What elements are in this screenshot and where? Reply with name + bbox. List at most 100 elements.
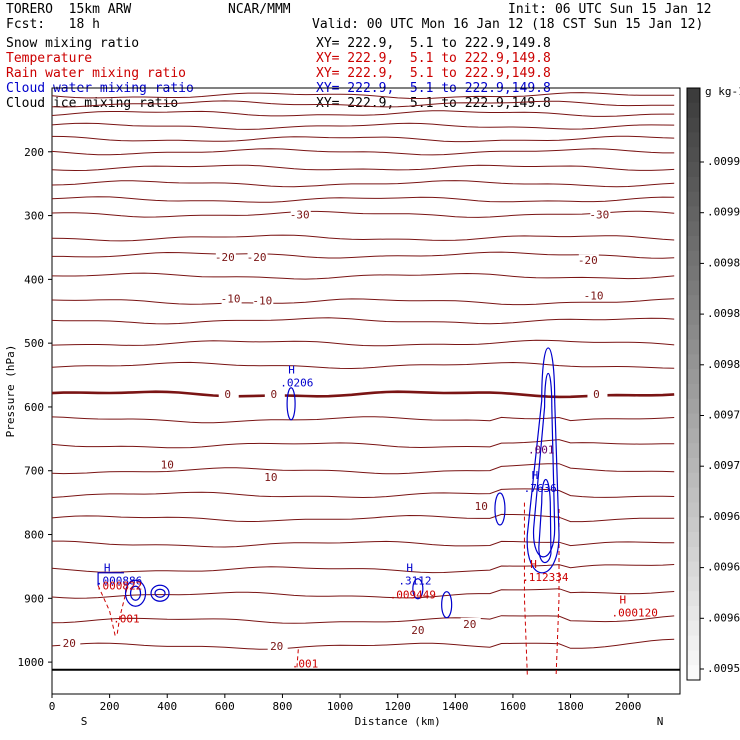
temperature-contour xyxy=(51,100,675,108)
temperature-label: 10 xyxy=(161,458,174,471)
label-mask xyxy=(158,458,179,471)
label-mask xyxy=(215,251,236,264)
label-mask xyxy=(408,624,429,637)
legend-field-name: Snow mixing ratio xyxy=(6,36,140,51)
x-tick-label: 1600 xyxy=(500,700,527,713)
x-tick-label: 1000 xyxy=(327,700,354,713)
temperature-label: -10 xyxy=(221,293,241,306)
legend-section-coords: XY= 222.9, 5.1 to 222.9,149.8 xyxy=(316,36,551,51)
label-mask xyxy=(587,388,608,401)
colorbar-segment xyxy=(687,458,700,474)
maximum-marker: H xyxy=(532,469,539,482)
cloud-water-contour xyxy=(441,591,453,619)
temperature-contour xyxy=(51,638,675,650)
label-mask xyxy=(253,294,274,307)
temperature-label: 10 xyxy=(264,471,277,484)
temperature-label: -20 xyxy=(247,251,267,264)
init-time: Init: 06 UTC Sun 15 Jan 12 xyxy=(508,2,712,17)
colorbar-segment xyxy=(687,132,700,148)
rain-contour xyxy=(523,502,528,675)
y-tick-label: 700 xyxy=(24,465,44,478)
label-mask xyxy=(247,251,268,264)
organization: NCAR/MMM xyxy=(228,2,291,17)
colorbar-label: .00964 xyxy=(707,561,740,574)
label-mask xyxy=(590,208,611,221)
maximum-value: .001 xyxy=(528,444,555,457)
maximum-value: .000822 xyxy=(96,579,142,592)
temperature-contour xyxy=(51,439,675,449)
maximum-marker: H xyxy=(288,364,295,377)
maximum-value: .009449 xyxy=(390,588,436,601)
colorbar-segment xyxy=(687,591,700,607)
temperature-label: 20 xyxy=(463,618,476,631)
colorbar-segment xyxy=(687,502,700,518)
label-mask xyxy=(460,617,481,630)
colorbar-label: .00972 xyxy=(707,459,740,472)
model-title: TORERO 15km ARW xyxy=(6,2,132,17)
colorbar-label: .00976 xyxy=(707,409,740,422)
temperature-contour xyxy=(51,148,675,156)
legend-section-coords: XY= 222.9, 5.1 to 222.9,149.8 xyxy=(316,51,551,66)
temperature-label: 0 xyxy=(224,388,231,401)
colorbar-label: .0098 xyxy=(707,358,740,371)
temperature-label: -20 xyxy=(578,254,598,267)
temperature-contour xyxy=(51,317,675,325)
colorbar-segment xyxy=(687,650,700,666)
colorbar-segment xyxy=(687,472,700,489)
temperature-contour xyxy=(51,272,675,280)
colorbar-segment xyxy=(687,576,700,592)
colorbar-segment xyxy=(687,191,700,207)
maximum-value: .001 xyxy=(113,613,139,626)
cloud-water-contour xyxy=(494,492,506,526)
label-mask xyxy=(578,254,599,267)
temperature-label: 20 xyxy=(411,624,424,637)
colorbar-segment xyxy=(687,88,700,104)
temperature-contour xyxy=(51,390,675,399)
colorbar-segment xyxy=(687,384,700,400)
x-tick-label: 1200 xyxy=(384,700,411,713)
south-label: S xyxy=(81,715,88,728)
colorbar-segment xyxy=(687,162,700,178)
y-tick-label: 600 xyxy=(24,401,44,414)
maximum-marker: H xyxy=(530,558,537,571)
temperature-contour xyxy=(52,251,675,259)
colorbar-label: .00968 xyxy=(707,510,740,523)
y-tick-label: 300 xyxy=(24,210,44,223)
forecast-hour: Fcst: 18 h xyxy=(6,17,100,32)
colorbar-segment xyxy=(687,532,700,548)
colorbar-segment xyxy=(687,443,700,459)
x-tick-label: 0 xyxy=(49,700,56,713)
y-tick-label: 200 xyxy=(24,146,44,159)
colorbar-segment xyxy=(687,310,700,326)
x-tick-label: 400 xyxy=(157,700,177,713)
legend-field-name: Temperature xyxy=(6,51,93,66)
x-axis-label: Distance (km) xyxy=(355,715,441,728)
maximum-value: .3112 xyxy=(398,574,431,587)
temperature-label: 20 xyxy=(63,637,76,650)
label-mask xyxy=(267,640,288,653)
colorbar-segment xyxy=(687,398,700,415)
cloud-water-contour xyxy=(150,584,170,602)
maximum-marker: H xyxy=(620,593,627,606)
colorbar-segment xyxy=(687,221,700,237)
colorbar-segment xyxy=(687,265,700,281)
temperature-contour xyxy=(51,361,675,370)
y-tick-label: 400 xyxy=(24,273,44,286)
x-tick-label: 800 xyxy=(273,700,293,713)
colorbar-unit: g kg-1 xyxy=(705,85,740,98)
colorbar-segment xyxy=(687,324,700,341)
cloud-water-contour xyxy=(526,347,560,574)
maximum-value: .001 xyxy=(292,657,319,670)
cloud-water-contour xyxy=(154,588,166,598)
colorbar-segment xyxy=(687,339,700,355)
temperature-contour xyxy=(51,196,675,203)
colorbar-segment xyxy=(687,517,700,533)
temperature-contour xyxy=(51,164,675,172)
temperature-label: -20 xyxy=(215,251,235,264)
x-tick-label: 1800 xyxy=(557,700,584,713)
colorbar-label: .0096 xyxy=(707,611,740,624)
rain-contour xyxy=(97,585,116,637)
maximum-value: .0206 xyxy=(280,377,313,390)
colorbar-label: .00988 xyxy=(707,256,740,269)
